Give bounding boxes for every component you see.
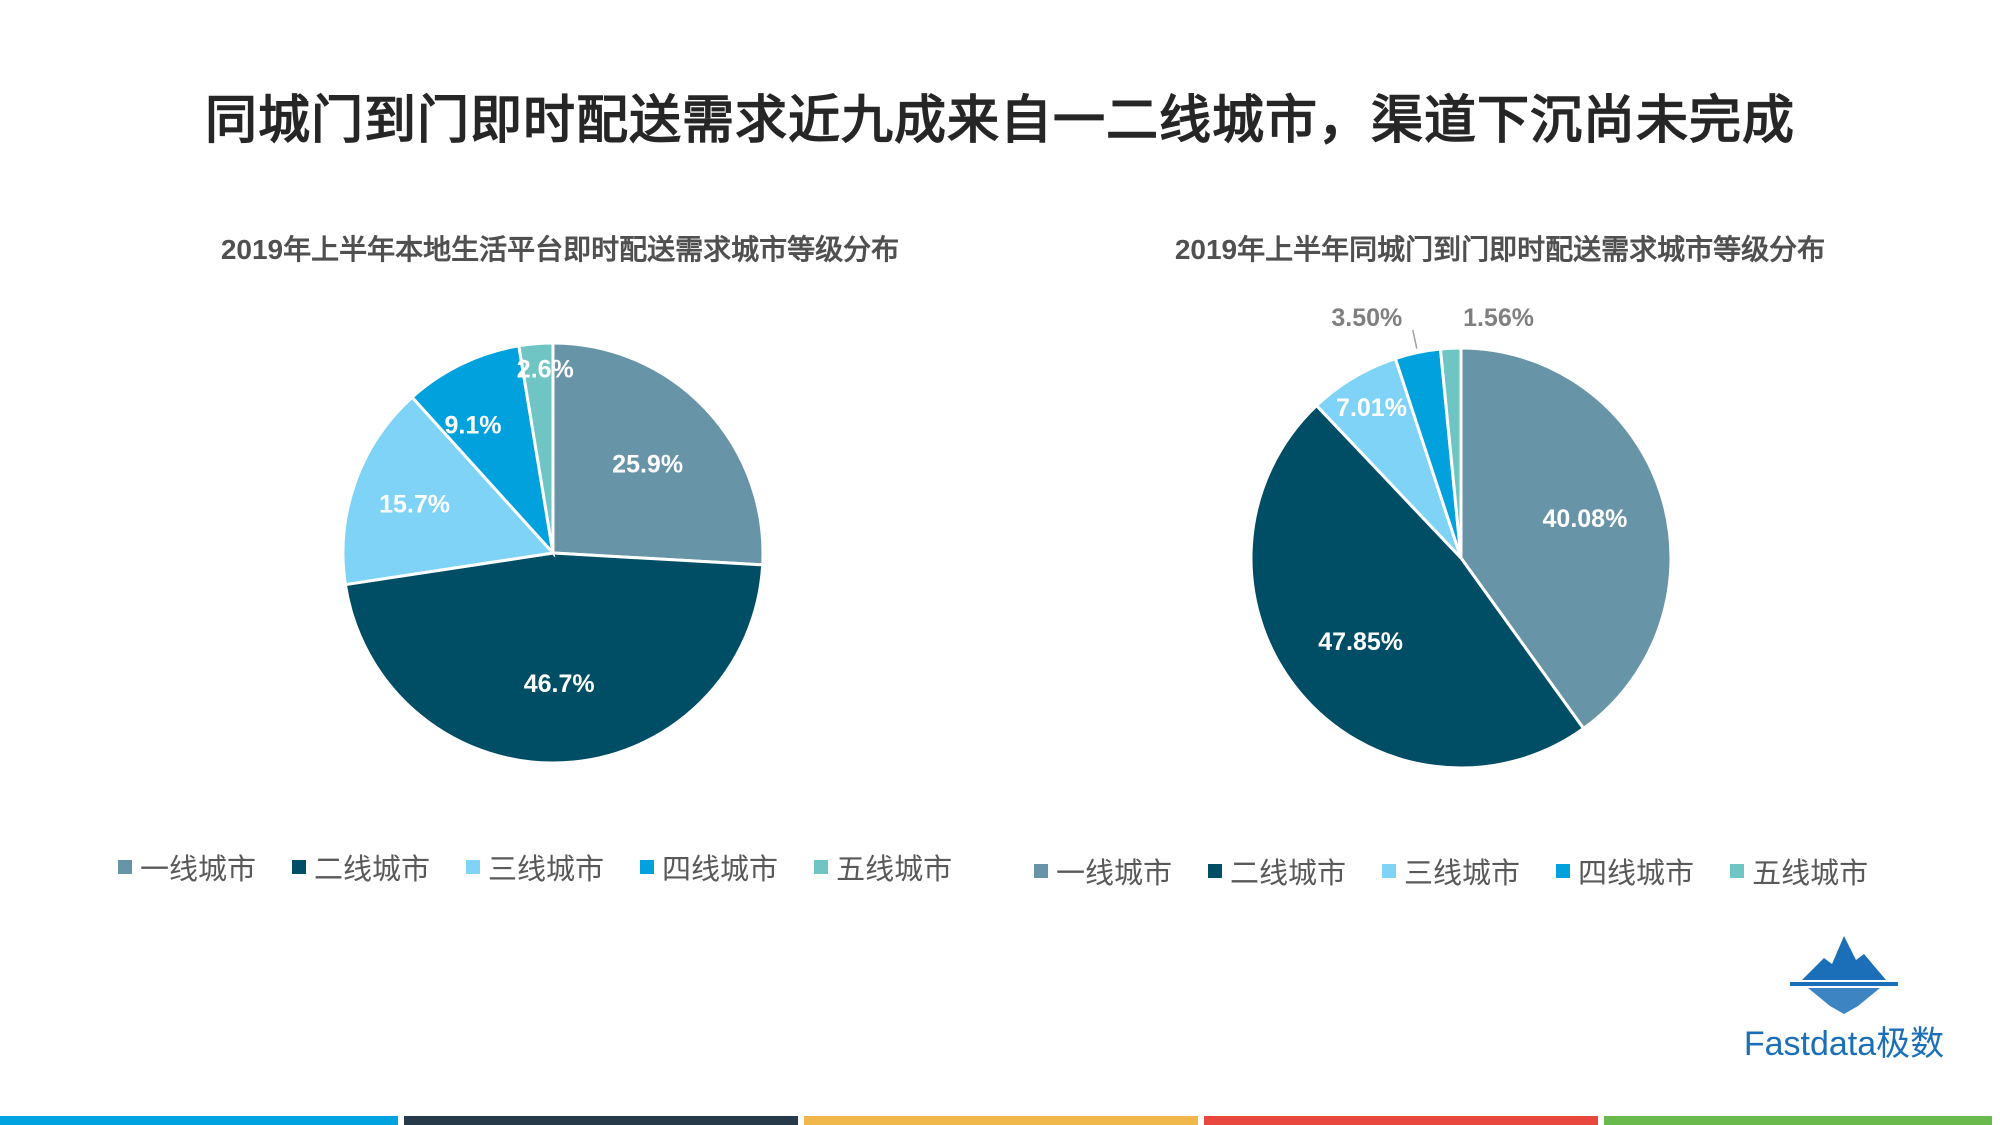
right-legend-item-1: 一线城市 xyxy=(1034,850,1172,892)
left-legend-item-4: 四线城市 xyxy=(640,846,778,888)
right-legend-swatch-1 xyxy=(1034,864,1048,878)
right-chart-title: 2019年上半年同城门到门即时配送需求城市等级分布 xyxy=(1174,234,1826,265)
left-legend-swatch-1 xyxy=(118,860,132,874)
left-data-label-4: 9.1% xyxy=(444,411,501,439)
bottom-bar-segment-4 xyxy=(1204,1116,1598,1125)
left-data-label-2: 46.7% xyxy=(524,670,595,698)
left-legend-item-2: 二线城市 xyxy=(292,846,430,888)
left-legend-swatch-5 xyxy=(814,860,829,874)
left-pie-slice-2 xyxy=(343,551,765,765)
right-legend-label-4: 四线城市 xyxy=(1578,858,1695,890)
slide-title: 同城门到门即时配送需求近九成来自一二线城市，渠道下沉尚未完成 xyxy=(204,92,1795,150)
left-legend-item-5: 五线城市 xyxy=(814,846,952,888)
left-legend-label-1: 一线城市 xyxy=(140,854,257,886)
left-legend-label-2: 二线城市 xyxy=(314,854,431,886)
bottom-bar-segment-1 xyxy=(0,1116,398,1125)
bottom-bar-segment-2 xyxy=(404,1116,798,1125)
right-legend-item-4: 四线城市 xyxy=(1556,850,1694,892)
left-chart-title: 2019年上半年本地生活平台即时配送需求城市等级分布 xyxy=(220,234,900,265)
right-legend-swatch-4 xyxy=(1556,864,1571,878)
left-legend-item-3: 三线城市 xyxy=(466,846,604,888)
right-pie-slice-1 xyxy=(1459,346,1673,731)
right-legend: 一线城市 二线城市 三线城市 四线城市 五线城市 xyxy=(1034,850,1904,892)
left-legend-swatch-4 xyxy=(640,860,655,874)
right-leader-line-4 xyxy=(1412,329,1418,349)
right-legend-item-3: 三线城市 xyxy=(1382,850,1520,892)
left-pie-slice-4 xyxy=(410,344,556,558)
right-legend-label-5: 五线城市 xyxy=(1752,858,1869,890)
left-pie-slice-1 xyxy=(551,341,765,567)
left-legend-label-5: 五线城市 xyxy=(836,854,953,886)
right-legend-swatch-5 xyxy=(1730,864,1745,878)
right-pie-slice-5 xyxy=(1438,346,1463,559)
brand-name: Fastdata极数 xyxy=(1743,1025,1945,1063)
right-legend-label-2: 二线城市 xyxy=(1230,858,1347,890)
right-data-label-1: 40.08% xyxy=(1543,505,1628,533)
left-data-label-1: 25.9% xyxy=(612,451,683,479)
bottom-bar-segment-5 xyxy=(1604,1116,1992,1125)
right-data-label-3: 7.01% xyxy=(1336,394,1407,422)
left-legend-swatch-3 xyxy=(466,860,481,874)
left-pie-slice-5 xyxy=(517,341,555,554)
left-legend: 一线城市 二线城市 三线城市 四线城市 五线城市 xyxy=(118,846,988,888)
brand-logo: Fastdata极数 xyxy=(1728,930,1960,1063)
left-pie-slice-3 xyxy=(341,395,556,587)
right-legend-item-2: 二线城市 xyxy=(1208,850,1346,892)
right-legend-label-1: 一线城市 xyxy=(1056,858,1173,890)
bottom-color-bar xyxy=(0,1116,2000,1125)
left-legend-label-4: 四线城市 xyxy=(662,854,779,886)
left-data-label-5: 2.6% xyxy=(517,356,574,384)
left-legend-label-3: 三线城市 xyxy=(488,854,605,886)
right-data-label-2: 47.85% xyxy=(1318,628,1403,656)
right-data-label-4: 3.50% xyxy=(1331,304,1402,332)
bottom-bar-segment-3 xyxy=(804,1116,1198,1125)
right-legend-swatch-2 xyxy=(1208,864,1223,878)
left-legend-swatch-2 xyxy=(292,860,307,874)
right-legend-label-3: 三线城市 xyxy=(1404,858,1521,890)
right-data-label-5: 1.56% xyxy=(1463,304,1534,332)
iceberg-logo-icon xyxy=(1790,936,1898,1014)
right-pie-slice-2 xyxy=(1249,403,1586,770)
right-legend-swatch-3 xyxy=(1382,864,1397,878)
left-legend-item-1: 一线城市 xyxy=(118,846,256,888)
right-legend-item-5: 五线城市 xyxy=(1730,850,1868,892)
left-data-label-3: 15.7% xyxy=(379,491,450,519)
